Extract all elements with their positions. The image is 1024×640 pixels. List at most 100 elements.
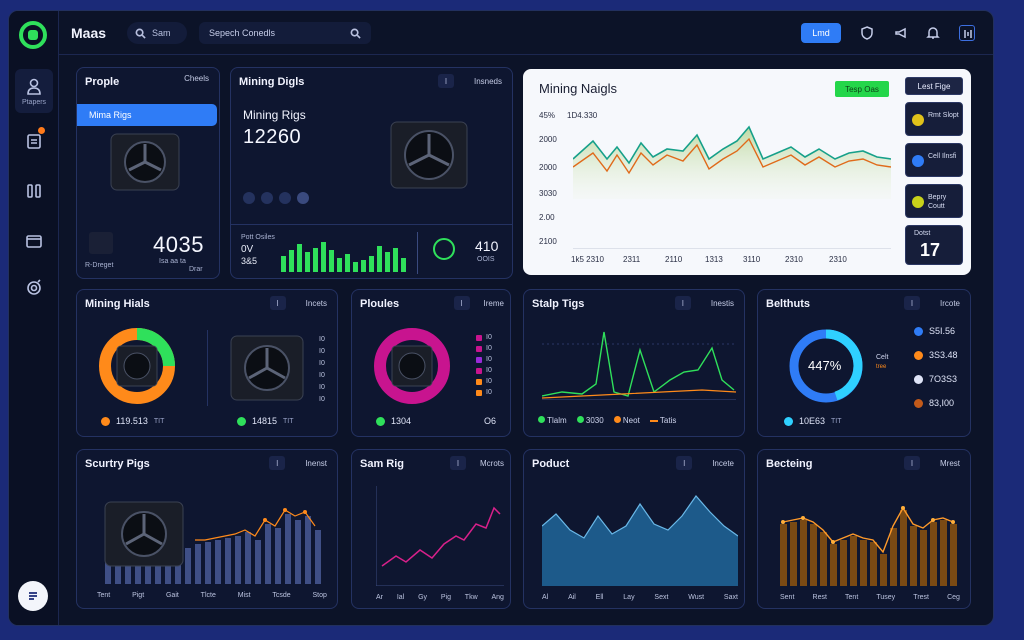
card-title: Poduct: [532, 458, 570, 470]
sidebar-item-columns[interactable]: [15, 169, 53, 213]
logo[interactable]: [19, 21, 47, 49]
x-axis-label: Gy: [418, 594, 428, 601]
x-axis-label: Gait: [165, 592, 179, 599]
chart-legend: Tlalm 3030 Neot Tatis: [538, 416, 676, 425]
legend-item: 3030: [576, 416, 604, 425]
card-chip[interactable]: I: [904, 456, 920, 470]
share-icon[interactable]: [297, 192, 309, 204]
x-axis-label: Stop: [312, 592, 327, 599]
chat-button[interactable]: [18, 581, 48, 611]
card-menu-group: I Inenst: [269, 456, 327, 470]
card-chip[interactable]: I: [269, 456, 286, 470]
panel-item-label: Rmt Slopt: [928, 112, 959, 119]
legend-item: 3S3.48: [914, 350, 958, 360]
x-axis-label: Tcsde: [272, 592, 291, 599]
sidebar-item-folder[interactable]: [15, 219, 53, 263]
rig-count: 12260: [243, 126, 302, 148]
app-title: Maas: [71, 25, 107, 41]
card-menu[interactable]: Inestis: [710, 298, 734, 308]
card-menu[interactable]: Insneds: [473, 76, 502, 86]
sidebar: Ptapers: [9, 11, 59, 625]
sidebar-item-documents[interactable]: [15, 119, 53, 163]
legend-value: 14815: [252, 416, 278, 426]
bell-icon[interactable]: [925, 25, 941, 41]
card-chip[interactable]: I: [453, 296, 470, 310]
x-axis-label: Tlcte: [200, 592, 216, 599]
card-chip[interactable]: I: [269, 296, 286, 310]
card-menu[interactable]: Incets: [305, 298, 327, 308]
card-menu[interactable]: Cheels: [184, 74, 209, 83]
x-axis-label: Rest: [812, 594, 827, 601]
x-axis-label: 3110: [743, 255, 761, 264]
primary-button[interactable]: Lmd: [801, 23, 841, 43]
legend-dot: [376, 416, 385, 426]
y-axis-label: 2.00: [539, 213, 555, 222]
card-menu-group: I Inestis: [674, 296, 734, 310]
legend-dot: [538, 416, 545, 423]
tick-label: I0: [319, 336, 325, 343]
legend-dot: [613, 416, 621, 423]
card-title: Belthuts: [766, 298, 810, 310]
pinterest-icon[interactable]: [261, 192, 273, 204]
calendar-icon[interactable]: [959, 25, 975, 41]
panel-item-label: Bepry Coutt: [928, 194, 947, 210]
panel-item[interactable]: Bepry Coutt: [905, 184, 963, 218]
legend-unit: TIT: [153, 417, 165, 425]
shield-icon[interactable]: [859, 25, 875, 41]
sub-label: Isa aa ta: [159, 258, 186, 265]
bar-chart: [780, 506, 957, 586]
legend-dot: [476, 345, 482, 352]
menu-lines-icon: [29, 592, 37, 600]
search-placeholder: Sepech Conedls: [209, 28, 276, 38]
card-menu[interactable]: Incete: [712, 458, 734, 468]
legend-dot: [914, 350, 923, 360]
highlighted-item[interactable]: Mima Rigs: [77, 104, 217, 126]
divider: [417, 232, 418, 274]
panel-header[interactable]: Lest Fige: [905, 77, 963, 95]
coin-icon: [912, 114, 924, 126]
card-chip[interactable]: I: [450, 456, 466, 470]
legend-label: Tatis: [659, 416, 677, 425]
badge-button[interactable]: Tesp Oas: [835, 81, 889, 97]
panel-item[interactable]: Cell Ilnsfi: [905, 143, 963, 177]
megaphone-icon[interactable]: [893, 25, 909, 41]
panel-item[interactable]: Dotst 17: [905, 225, 963, 265]
card-menu-group: I Insneds: [437, 74, 502, 88]
app-window: Ptapers Maas Sam Sepech Conedls Lmd: [8, 10, 994, 626]
facebook-icon[interactable]: [243, 192, 255, 204]
card-chip[interactable]: I: [674, 296, 691, 310]
legend-value: S5I.56: [929, 326, 956, 336]
card-menu[interactable]: Inenst: [305, 458, 327, 468]
sidebar-item-target[interactable]: [15, 265, 53, 309]
notification-dot: [38, 127, 45, 134]
timer-sub: OOIS: [477, 256, 495, 263]
mining-rig-image: [390, 121, 468, 189]
card-menu-group: I Incets: [269, 296, 327, 310]
legend-dot: [576, 416, 584, 423]
tick-label: I0: [319, 384, 325, 391]
x-axis-labels: Tent Pigt Gait Tlcte Mist Tcsde Stop: [97, 592, 327, 599]
search-input[interactable]: Sepech Conedls: [199, 22, 371, 44]
legend-value: 119.513: [116, 416, 148, 426]
legend-line: [649, 419, 658, 422]
card-chip[interactable]: I: [903, 296, 920, 310]
x-axis-label: Ial: [396, 594, 405, 601]
bar-label: 0V: [241, 244, 254, 255]
top-bar: Maas Sam Sepech Conedls Lmd: [59, 11, 993, 55]
card-menu[interactable]: Ircote: [939, 298, 960, 308]
card-menu[interactable]: Mcrots: [480, 458, 504, 468]
card-chip[interactable]: I: [676, 456, 693, 470]
scurtry-pigs-card: Scurtry Pigs I Inenst Tent Pigt G: [76, 449, 338, 609]
legend-item: Tlalm: [538, 416, 567, 425]
bar-label: 3&5: [241, 256, 258, 266]
pinterest-icon[interactable]: [279, 192, 291, 204]
quick-search[interactable]: Sam: [127, 22, 187, 44]
sidebar-item-users[interactable]: Ptapers: [15, 69, 53, 113]
panel-item[interactable]: Rmt Slopt: [905, 102, 963, 136]
sub-label: Drar: [189, 266, 203, 273]
y-axis-label: 2100: [539, 237, 557, 246]
card-menu[interactable]: Mrest: [940, 458, 960, 468]
card-menu[interactable]: Ireme: [483, 298, 504, 308]
card-chip[interactable]: I: [437, 74, 454, 88]
tick-label: I0: [486, 378, 492, 385]
